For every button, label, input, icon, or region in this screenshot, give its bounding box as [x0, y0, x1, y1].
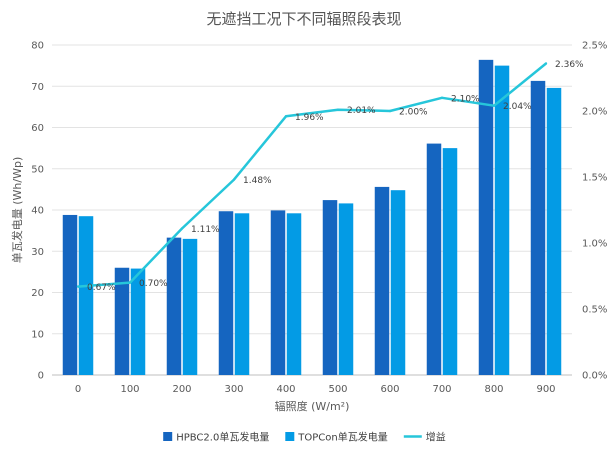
bar-series-0 [166, 237, 182, 375]
y-tick-label: 80 [31, 41, 44, 52]
x-tick-label: 500 [328, 384, 347, 395]
legend-item-1: TOPCon单瓦发电量 [285, 431, 388, 444]
y-tick-label: 40 [31, 206, 44, 217]
y2-tick-label: 2.5% [582, 41, 607, 52]
y2-tick-label: 2.0% [582, 107, 607, 118]
y2-tick-label: 0.0% [582, 371, 607, 382]
x-tick-label: 400 [276, 384, 295, 395]
gain-data-label: 1.48% [243, 176, 272, 186]
y-tick-label: 0 [38, 371, 44, 382]
gain-line-path [77, 62, 547, 288]
y-tick-label: 30 [31, 247, 44, 258]
x-tick-label: 300 [224, 384, 243, 395]
x-tick-label: 100 [120, 384, 139, 395]
y-tick-label: 60 [31, 123, 44, 134]
gain-data-label: 0.70% [139, 279, 168, 289]
bar-series-0 [218, 211, 234, 375]
gain-data-label: 2.36% [555, 60, 584, 70]
legend-label: HPBC2.0单瓦发电量 [176, 431, 269, 444]
y-tick-label: 10 [31, 329, 44, 340]
gain-point [336, 108, 340, 111]
y-tick-label: 70 [31, 82, 44, 93]
x-tick-label: 800 [484, 384, 503, 395]
bar-series-0 [374, 186, 390, 375]
gain-point [76, 285, 80, 288]
bar-series-1 [78, 216, 94, 375]
x-axis-ticks: 0 100 200 300 400 500 600 700 800 900 [75, 384, 556, 395]
gain-point [128, 281, 132, 284]
x-tick-label: 600 [380, 384, 399, 395]
bar-series-1 [130, 268, 146, 375]
bar-series-0 [530, 80, 546, 375]
y-tick-label: 50 [31, 164, 44, 175]
x-tick-label: 0 [75, 384, 81, 395]
bars [62, 59, 562, 376]
y-axis-ticks: 0 10 20 30 40 50 60 70 80 [31, 41, 44, 382]
chart-title: 无遮挡工况下不同辐照段表现 [206, 10, 401, 28]
x-axis-title: 辐照度 (W/m²) [275, 399, 350, 413]
gain-data-label: 0.67% [87, 283, 116, 293]
gain-labels: 0.67% 0.70% 1.11% 1.48% 1.96% 2.01% 2.00% 2.10%… [87, 60, 584, 293]
bar-series-0 [62, 214, 78, 375]
y2-tick-label: 0.5% [582, 305, 607, 316]
bar-series-0 [478, 59, 494, 375]
bar-series-1 [234, 213, 250, 375]
y2-tick-label: 1.0% [582, 239, 607, 250]
gain-point [388, 109, 392, 113]
gain-data-label: 2.01% [347, 106, 376, 116]
bar-series-1 [494, 65, 510, 375]
gain-point [284, 115, 288, 118]
y2-axis-ticks: 0.0% 0.5% 1.0% 1.5% 2.0% 2.5% [582, 41, 607, 382]
x-tick-label: 200 [172, 384, 191, 395]
gain-point [440, 96, 444, 100]
bar-series-0 [270, 210, 286, 375]
legend-item-0: HPBC2.0单瓦发电量 [163, 431, 269, 444]
bar-series-1 [546, 87, 562, 376]
x-tick-label: 700 [432, 384, 451, 395]
gain-data-label: 1.96% [295, 113, 324, 123]
gain-data-label: 2.04% [503, 102, 532, 112]
bar-series-0 [114, 267, 130, 375]
gain-point [544, 62, 548, 65]
bar-series-0 [426, 143, 442, 375]
gain-point [180, 227, 184, 230]
legend-label: TOPCon单瓦发电量 [297, 431, 387, 444]
bar-series-1 [338, 203, 354, 375]
legend: HPBC2.0单瓦发电量 TOPCon单瓦发电量 增益 [163, 431, 446, 444]
bar-series-1 [182, 238, 198, 375]
gain-line [76, 62, 548, 288]
gain-point [492, 104, 496, 107]
y2-tick-label: 1.5% [582, 173, 607, 184]
bar-series-1 [390, 190, 406, 375]
bar-series-1 [286, 213, 302, 375]
y-axis-title: 单瓦发电量 (Wh/Wp) [10, 157, 24, 264]
gain-data-label: 2.00% [399, 108, 428, 118]
bar-series-0 [322, 200, 338, 375]
y-tick-label: 20 [31, 288, 44, 299]
gridlines [52, 44, 572, 376]
legend-label: 增益 [426, 431, 446, 444]
bar-series-1 [442, 148, 458, 375]
legend-swatch [285, 432, 295, 441]
gain-data-label: 2.10% [451, 94, 480, 104]
legend-swatch [163, 432, 173, 441]
legend-item-2: 增益 [403, 431, 446, 444]
x-tick-label: 900 [536, 384, 555, 395]
gain-point [232, 178, 236, 181]
gain-data-label: 1.11% [191, 225, 220, 235]
